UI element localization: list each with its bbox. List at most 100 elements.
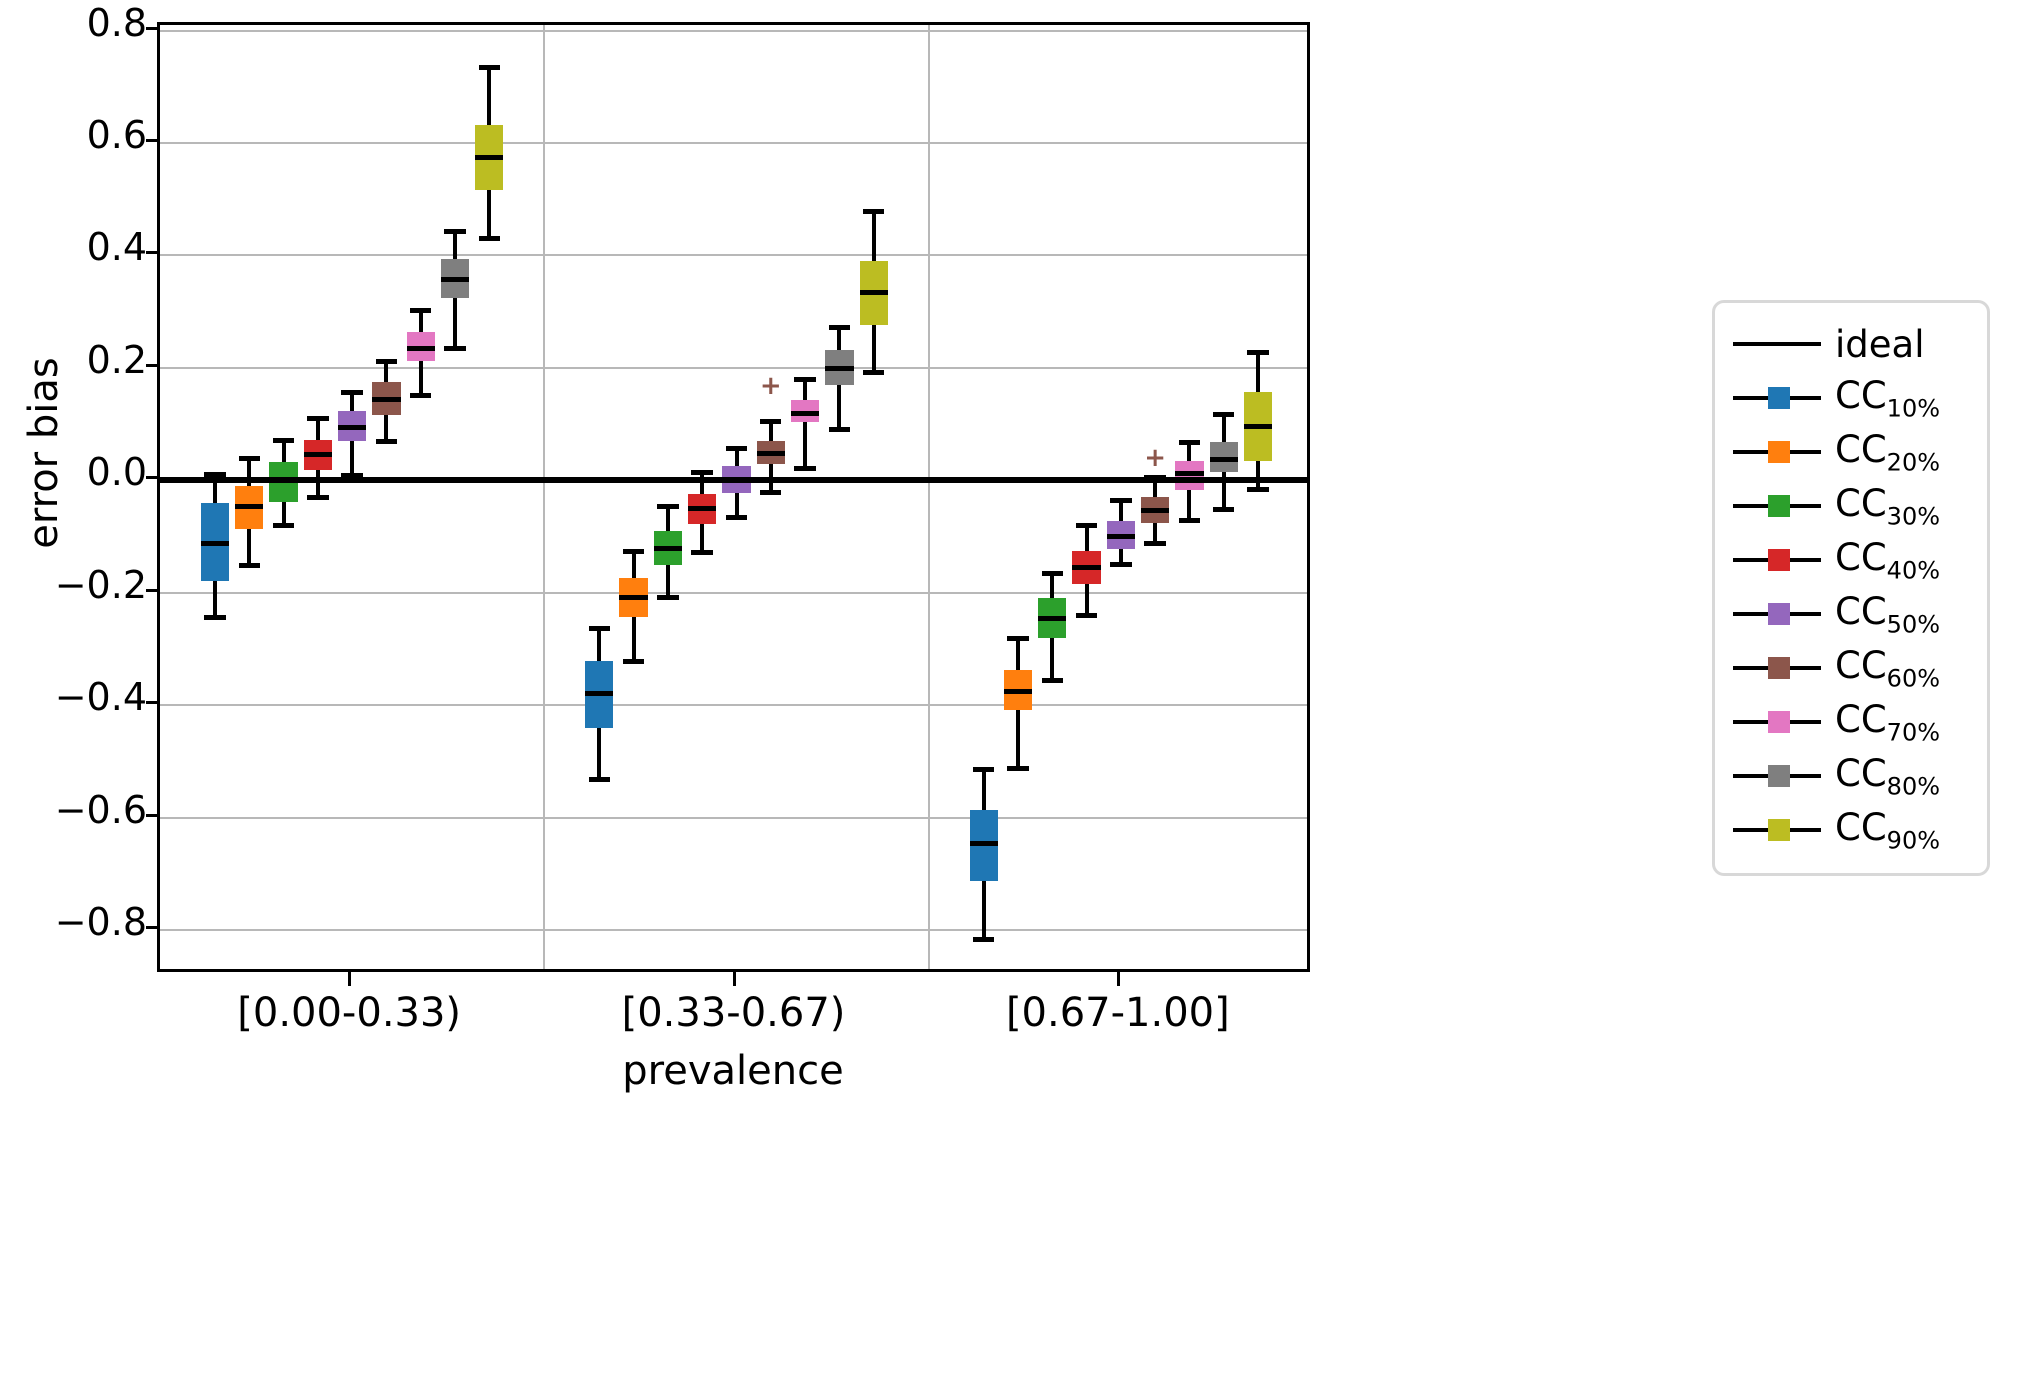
median-line <box>619 595 648 601</box>
legend-square-icon <box>1733 601 1821 627</box>
median-line <box>653 545 682 551</box>
legend-label: ideal <box>1835 322 1925 366</box>
legend-square-icon <box>1733 385 1821 411</box>
median-line <box>338 425 367 431</box>
whisker-cap-upper <box>1213 411 1235 417</box>
whisker-cap-lower <box>1041 678 1063 684</box>
whisker-cap-lower <box>1178 517 1201 523</box>
whisker-cap-upper <box>375 358 398 364</box>
whisker-cap-upper <box>794 377 816 383</box>
whisker-cap-upper <box>657 504 679 510</box>
legend-item-cc70[interactable]: CC70% <box>1733 695 1969 749</box>
gridline <box>543 25 546 969</box>
legend-item-cc50[interactable]: CC50% <box>1733 587 1969 641</box>
whisker-cap-upper <box>1075 523 1098 529</box>
legend-item-ideal[interactable]: ideal <box>1733 317 1969 371</box>
gridline <box>160 142 1307 145</box>
plot-area: + + <box>157 22 1310 972</box>
whisker-cap-lower <box>828 426 851 432</box>
whisker-cap-upper <box>272 438 295 444</box>
whisker-cap-upper <box>972 767 995 773</box>
legend-item-cc60[interactable]: CC60% <box>1733 641 1969 695</box>
gridline <box>160 704 1307 707</box>
y-tick-label: 0.4 <box>86 225 147 270</box>
y-tick-mark <box>146 813 158 817</box>
whisker-cap-lower <box>691 550 713 556</box>
whisker-cap-upper <box>1110 498 1132 503</box>
whisker-cap-lower <box>622 659 645 665</box>
whisker-cap-upper <box>691 469 713 475</box>
median-line <box>303 452 332 458</box>
legend-label: CC60% <box>1835 643 1941 693</box>
box <box>791 399 820 423</box>
whisker-cap-upper <box>204 472 226 478</box>
median-line <box>1244 424 1273 430</box>
gridline <box>160 816 1307 819</box>
y-tick-label: −0.2 <box>54 562 147 607</box>
whisker-cap-lower <box>1110 561 1132 567</box>
y-tick-mark <box>146 588 158 592</box>
y-tick-mark <box>146 926 158 930</box>
median-line <box>1003 688 1032 694</box>
whisker-cap-upper <box>1178 439 1201 445</box>
y-tick-label: 0.6 <box>86 113 147 158</box>
ideal-reference-line <box>160 477 1307 484</box>
y-tick-label: −0.6 <box>54 787 147 832</box>
legend-square-icon <box>1733 709 1821 735</box>
legend-square-icon <box>1733 655 1821 681</box>
whisker-cap-lower <box>204 614 226 620</box>
whisker-cap-lower <box>588 776 610 782</box>
x-tick-mark <box>1116 972 1120 986</box>
legend-square-icon <box>1733 763 1821 789</box>
x-tick-label: [0.67-1.00] <box>1005 990 1230 1036</box>
legend-item-cc10[interactable]: CC10% <box>1733 371 1969 425</box>
median-line <box>1106 533 1135 539</box>
whisker-cap-upper <box>341 389 363 395</box>
whisker-cap-lower <box>972 937 995 943</box>
legend-item-cc20[interactable]: CC20% <box>1733 425 1969 479</box>
median-line <box>969 841 998 847</box>
y-tick-mark <box>146 701 158 705</box>
whisker-cap-lower <box>375 438 398 444</box>
median-line <box>1175 471 1204 477</box>
gridline <box>160 591 1307 594</box>
median-line <box>1072 565 1101 571</box>
whisker-cap-upper <box>1247 350 1269 356</box>
whisker-cap-upper <box>1041 570 1063 576</box>
median-line <box>200 540 229 546</box>
legend-item-cc90[interactable]: CC90% <box>1733 803 1969 857</box>
whisker-cap-upper <box>410 308 432 313</box>
median-line <box>1209 456 1238 462</box>
legend-item-cc40[interactable]: CC40% <box>1733 533 1969 587</box>
median-line <box>475 154 504 160</box>
whisker-cap-lower <box>725 514 748 520</box>
whisker-cap-lower <box>238 562 260 568</box>
whisker-cap-lower <box>760 489 782 495</box>
median-line <box>825 365 854 371</box>
legend-item-cc30[interactable]: CC30% <box>1733 479 1969 533</box>
outlier-marker: + <box>1144 442 1167 473</box>
whisker <box>803 379 808 468</box>
whisker-cap-lower <box>1144 541 1166 547</box>
median-line <box>372 396 401 402</box>
gridline <box>160 254 1307 257</box>
whisker-cap-lower <box>341 472 363 478</box>
legend-item-cc80[interactable]: CC80% <box>1733 749 1969 803</box>
x-axis-label: prevalence <box>622 1048 844 1094</box>
whisker-cap-upper <box>725 445 748 451</box>
whisker-cap-lower <box>444 346 466 352</box>
whisker-cap-upper <box>828 325 851 331</box>
median-line <box>859 290 888 295</box>
whisker-cap-lower <box>478 236 501 242</box>
whisker-cap-lower <box>1213 506 1235 512</box>
legend-line-icon <box>1733 331 1821 357</box>
median-line <box>756 450 785 456</box>
gridline <box>160 366 1307 369</box>
y-tick-mark <box>146 363 158 367</box>
median-line <box>406 345 435 351</box>
legend-square-icon <box>1733 493 1821 519</box>
y-tick-mark <box>146 26 158 30</box>
whisker-cap-lower <box>410 393 432 399</box>
legend-label: CC10% <box>1835 373 1941 423</box>
